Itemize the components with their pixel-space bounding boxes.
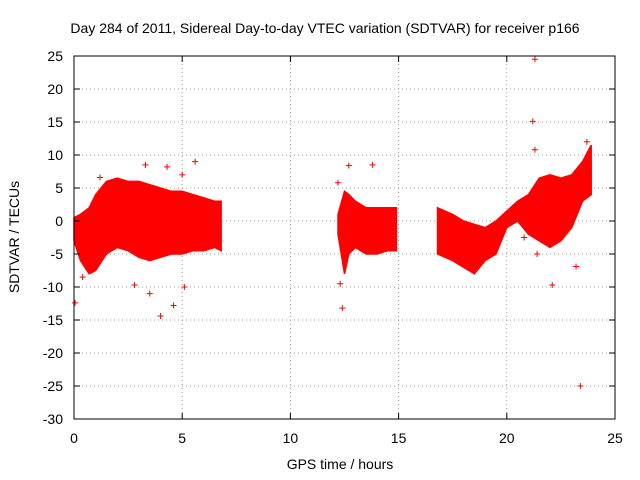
data-point — [170, 302, 177, 309]
chart-title: Day 284 of 2011, Sidereal Day-to-day VTE… — [70, 20, 579, 36]
data-point — [72, 299, 79, 306]
data-point — [157, 313, 164, 320]
x-tick-label: 10 — [283, 430, 299, 446]
data-point — [534, 251, 541, 257]
data-band-segment-1 — [73, 177, 222, 275]
y-tick-label: 5 — [55, 180, 63, 196]
y-tick-label: 25 — [47, 48, 63, 64]
data-point — [179, 171, 186, 178]
data-point — [146, 290, 153, 297]
data-point — [577, 383, 584, 389]
data-point — [583, 138, 590, 145]
data-point — [192, 158, 199, 165]
data-band-segment-2 — [337, 190, 398, 274]
x-tick-label: 5 — [178, 430, 186, 446]
y-axis-label: SDTVAR / TECUs — [6, 181, 22, 293]
data-point — [521, 234, 528, 241]
grid — [74, 56, 615, 419]
data-point — [164, 163, 171, 170]
y-tick-label: 0 — [55, 213, 63, 229]
x-tick-label: 20 — [499, 430, 515, 446]
data-point — [142, 161, 149, 168]
data-point — [529, 118, 536, 125]
y-tick-label: 15 — [47, 114, 63, 130]
y-tick-label: -25 — [43, 378, 63, 394]
data-point — [549, 282, 556, 289]
plot-frame — [73, 55, 616, 420]
y-tick-label: 10 — [47, 147, 63, 163]
data-band-segment-3 — [436, 144, 592, 275]
x-axis-label: GPS time / hours — [287, 456, 394, 472]
data-point — [531, 146, 538, 153]
y-tick-label: 20 — [47, 81, 63, 97]
data-point — [573, 263, 580, 270]
axis-ticks: 0 5 10 15 20 25 25 20 15 10 5 0 -5 -10 -15 -20 -25 -30 — [43, 48, 623, 446]
y-tick-label: -20 — [43, 345, 63, 361]
y-tick-label: -15 — [43, 312, 63, 328]
plot-area — [72, 56, 592, 389]
y-tick-label: -30 — [43, 411, 63, 427]
y-tick-label: -5 — [51, 246, 64, 262]
x-tick-label: 15 — [391, 430, 407, 446]
data-point — [96, 174, 103, 181]
y-tick-label: -10 — [43, 279, 63, 295]
data-point — [345, 162, 352, 169]
x-tick-label: 25 — [607, 430, 623, 446]
data-point — [79, 274, 86, 281]
data-point — [369, 161, 376, 168]
data-point — [131, 282, 138, 289]
data-point — [181, 284, 188, 290]
data-point — [339, 305, 346, 312]
data-point — [531, 56, 538, 63]
data-point — [335, 179, 342, 186]
data-point — [337, 280, 344, 287]
x-tick-label: 0 — [70, 430, 78, 446]
